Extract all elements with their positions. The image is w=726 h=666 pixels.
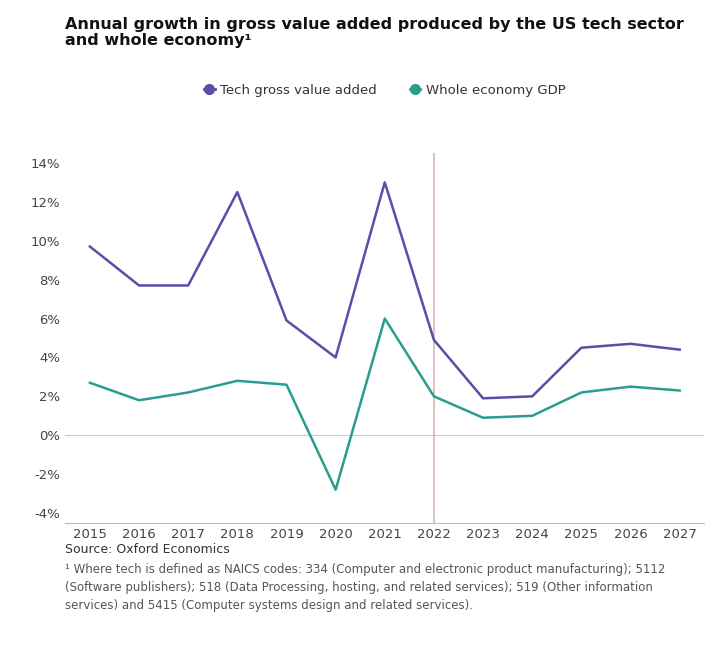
Text: and whole economy¹: and whole economy¹ — [65, 33, 252, 49]
Text: ¹ Where tech is defined as NAICS codes: 334 (Computer and electronic product man: ¹ Where tech is defined as NAICS codes: … — [65, 563, 666, 612]
Text: Annual growth in gross value added produced by the US tech sector: Annual growth in gross value added produ… — [65, 17, 684, 32]
Legend: Tech gross value added, Whole economy GDP: Tech gross value added, Whole economy GD… — [199, 79, 571, 102]
Text: Source: Oxford Economics: Source: Oxford Economics — [65, 543, 230, 556]
